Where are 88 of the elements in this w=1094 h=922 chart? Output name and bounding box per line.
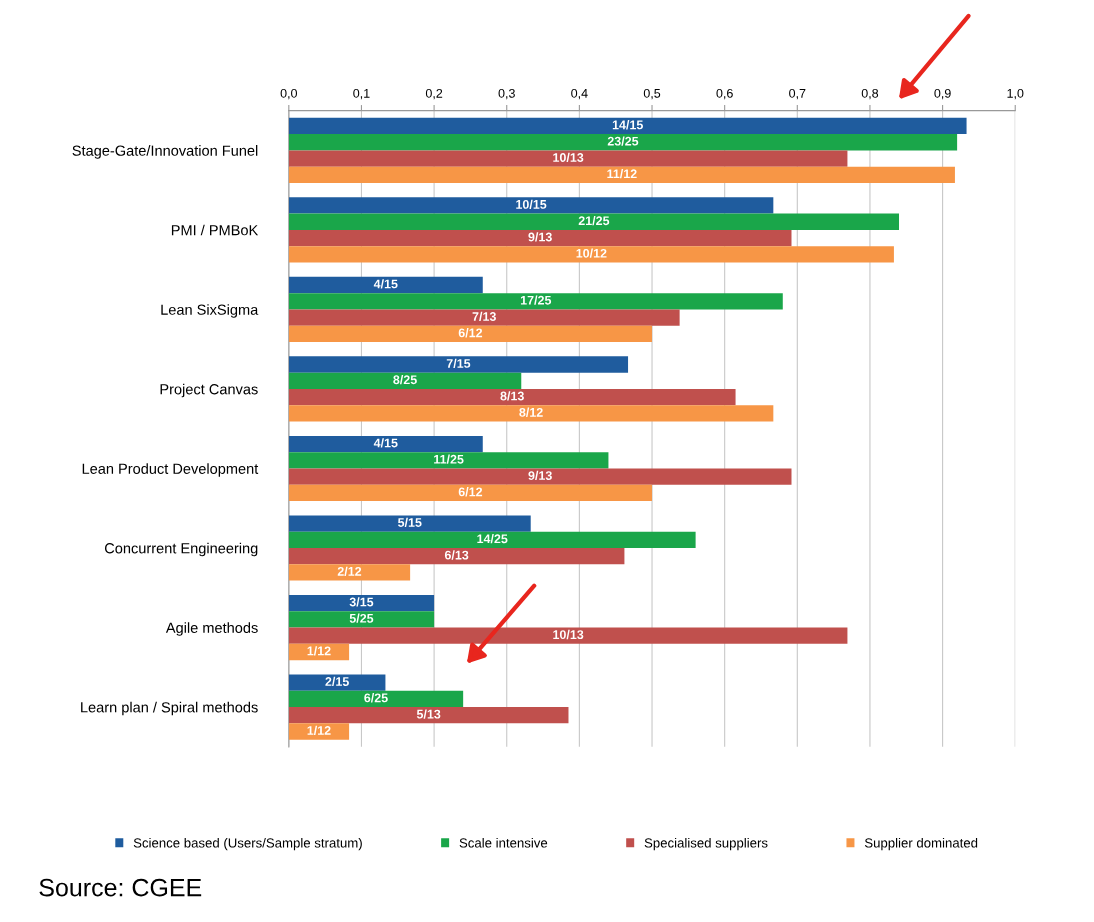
- x-tick-label: 0,6: [716, 88, 733, 100]
- data-label: 6/13: [444, 550, 469, 560]
- y-tick-label: Lean SixSigma: [161, 304, 259, 318]
- bar: [288, 213, 900, 230]
- data-label: 7/15: [446, 358, 471, 368]
- bar: [288, 388, 736, 406]
- data-label: 1/12: [307, 646, 331, 656]
- bar: [288, 246, 894, 263]
- x-tick-label: 0,3: [498, 88, 515, 100]
- data-label: 14/15: [612, 120, 643, 130]
- bar: [288, 276, 483, 294]
- bar: [288, 674, 386, 691]
- bar: [288, 707, 569, 724]
- y-tick-label: PMI / PMBoK: [171, 224, 259, 236]
- data-label: 6/25: [364, 693, 388, 703]
- data-label: 9/13: [528, 232, 552, 242]
- bar: [288, 515, 531, 532]
- x-tick-label: 0,1: [353, 88, 370, 100]
- bar: [288, 356, 629, 373]
- bar: [288, 293, 783, 310]
- bar: [288, 229, 792, 247]
- bar: [288, 452, 609, 469]
- data-label: 23/25: [607, 136, 639, 146]
- bar: [288, 309, 680, 326]
- bar: [288, 484, 653, 502]
- data-label: 10/12: [576, 248, 607, 258]
- y-tick-label: Project Canvas: [160, 383, 258, 398]
- bar: [288, 150, 848, 167]
- data-label: 5/15: [397, 517, 422, 528]
- data-label: 3/15: [349, 597, 374, 607]
- data-label: 10/13: [553, 629, 584, 640]
- bar: [288, 468, 792, 485]
- data-label: 17/25: [520, 295, 552, 305]
- data-label: 2/15: [325, 676, 349, 687]
- data-label: 8/13: [500, 391, 524, 401]
- data-label: 5/13: [416, 709, 441, 719]
- bar: [288, 197, 774, 214]
- x-tick-label: 0,9: [934, 88, 951, 100]
- legend-label: Specialised suppliers: [644, 837, 768, 851]
- source-note: Source: CGEE: [39, 878, 202, 897]
- bar: [288, 405, 774, 422]
- x-tick-label: 0,2: [425, 88, 443, 100]
- bar: [288, 627, 848, 644]
- legend-label: Scale intensive: [459, 837, 548, 848]
- bar: [288, 117, 967, 135]
- bar: [288, 564, 411, 581]
- legend-label: Supplier dominated: [864, 837, 978, 851]
- data-label: 21/25: [578, 215, 610, 226]
- data-label: 10/15: [516, 199, 547, 209]
- y-tick-label: Agile methods: [165, 622, 258, 636]
- data-label: 1/12: [307, 725, 331, 735]
- y-tick-label: Lean Product Development: [82, 463, 259, 477]
- y-tick-label: Concurrent Engineering: [104, 542, 258, 557]
- bar: [288, 723, 350, 740]
- data-label: 6/12: [458, 328, 483, 338]
- y-tick-label: Learn plan / Spiral methods: [81, 701, 258, 716]
- data-label: 4/15: [373, 438, 398, 448]
- bar: [288, 372, 522, 389]
- x-tick-label: 0,4: [571, 88, 588, 100]
- x-tick-label: 0,0: [280, 88, 298, 100]
- bar: [288, 594, 435, 612]
- data-label: 9/13: [528, 470, 552, 481]
- data-label: 11/12: [607, 169, 637, 179]
- data-label: 14/25: [477, 534, 508, 544]
- data-label: 4/15: [373, 279, 398, 289]
- x-tick-label: 0,5: [643, 88, 661, 100]
- data-label: 7/13: [472, 311, 496, 322]
- bar: [288, 643, 350, 661]
- data-label: 2/12: [337, 566, 362, 576]
- bar: [288, 134, 958, 151]
- bar: [288, 611, 435, 628]
- data-label: 8/12: [519, 407, 543, 417]
- data-label: 5/25: [349, 613, 374, 623]
- bar: [288, 166, 955, 184]
- x-tick-label: 0,8: [861, 88, 879, 100]
- bar: [288, 531, 696, 549]
- bar: [288, 325, 653, 343]
- bar: [288, 548, 625, 565]
- bar: [288, 690, 464, 708]
- x-tick-label: 0,7: [789, 88, 806, 100]
- data-label: 6/12: [458, 487, 483, 497]
- legend-label: Science based (Users/Sample stratum): [133, 837, 362, 851]
- data-label: 11/25: [434, 454, 464, 464]
- data-label: 8/25: [393, 374, 417, 385]
- bar: [288, 435, 483, 453]
- data-label: 10/13: [553, 152, 584, 163]
- y-tick-label: Stage-Gate/Innovation Funel: [72, 145, 258, 159]
- x-tick-label: 1,0: [1007, 88, 1024, 100]
